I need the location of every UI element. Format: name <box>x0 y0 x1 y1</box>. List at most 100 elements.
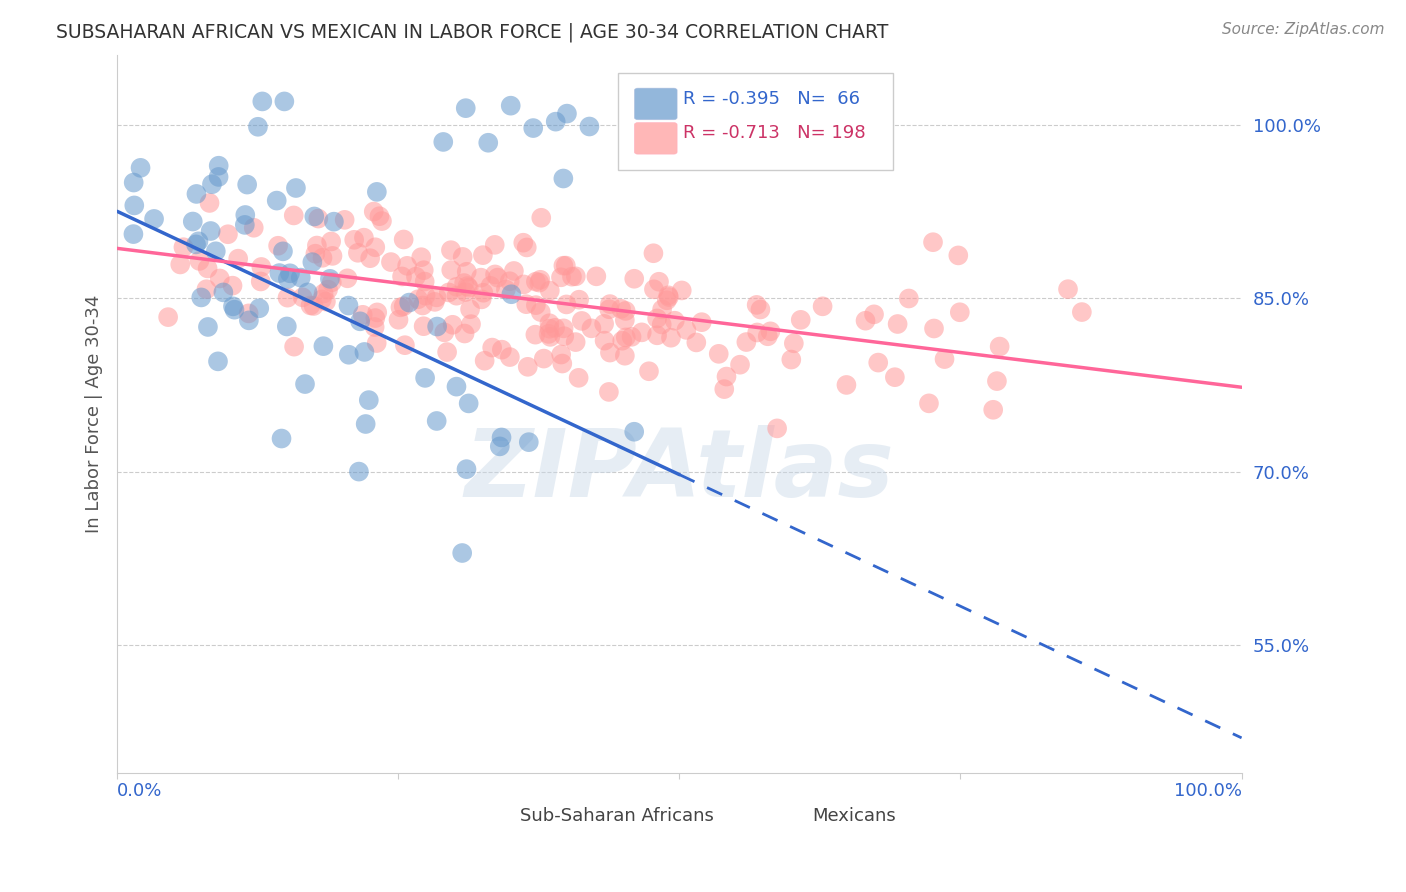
Point <box>312 286 335 301</box>
Point <box>561 269 583 284</box>
Point <box>190 290 212 304</box>
Point <box>412 298 434 312</box>
Text: ZIPAtlas: ZIPAtlas <box>464 425 894 517</box>
Text: R = -0.395   N=  66: R = -0.395 N= 66 <box>683 90 859 108</box>
Text: R = -0.713   N= 198: R = -0.713 N= 198 <box>683 124 865 143</box>
Point <box>252 95 274 109</box>
Point <box>222 299 245 313</box>
Point <box>707 347 730 361</box>
Point <box>347 465 370 479</box>
Point <box>321 249 343 263</box>
Point <box>441 318 464 332</box>
Point <box>321 275 343 289</box>
Point <box>638 364 661 378</box>
Point <box>184 237 207 252</box>
Point <box>316 283 339 297</box>
Point <box>277 272 299 286</box>
Point <box>470 270 492 285</box>
Point <box>129 161 152 175</box>
Point <box>440 243 463 257</box>
Point <box>501 287 523 301</box>
Point <box>503 264 526 278</box>
Point <box>612 334 634 348</box>
Text: Sub-Saharan Africans: Sub-Saharan Africans <box>520 807 714 825</box>
Point <box>290 270 312 285</box>
Point <box>172 240 194 254</box>
Point <box>415 288 437 302</box>
Point <box>886 317 908 331</box>
Point <box>524 327 547 342</box>
Point <box>453 276 475 290</box>
Point <box>551 357 574 371</box>
Point <box>212 285 235 300</box>
Point <box>143 211 166 226</box>
Point <box>515 297 537 311</box>
Point <box>499 274 522 288</box>
Point <box>423 294 446 309</box>
Point <box>759 324 782 338</box>
Text: Source: ZipAtlas.com: Source: ZipAtlas.com <box>1222 22 1385 37</box>
Point <box>477 136 499 150</box>
Point <box>474 353 496 368</box>
Point <box>643 282 665 296</box>
Point <box>433 326 456 340</box>
Point <box>855 314 877 328</box>
Point <box>322 214 344 228</box>
Point <box>499 98 522 112</box>
Point <box>124 198 146 212</box>
Point <box>270 432 292 446</box>
Point <box>371 214 394 228</box>
Point <box>675 323 697 337</box>
Point <box>354 417 377 431</box>
Point <box>599 297 621 311</box>
Point <box>713 382 735 396</box>
Point <box>471 248 494 262</box>
Point <box>571 314 593 328</box>
Point <box>187 235 209 249</box>
Point <box>783 336 806 351</box>
Point <box>302 299 325 313</box>
Point <box>471 293 494 307</box>
Point <box>436 345 458 359</box>
Point <box>226 252 249 266</box>
Point <box>735 334 758 349</box>
Point <box>405 269 427 284</box>
Point <box>934 352 956 367</box>
Point <box>544 320 567 334</box>
Point <box>364 240 387 254</box>
Point <box>835 378 858 392</box>
Point <box>446 280 468 294</box>
Point <box>614 330 637 344</box>
Point <box>201 178 224 192</box>
Point <box>648 275 671 289</box>
Point <box>195 282 218 296</box>
Point <box>457 281 479 295</box>
Point <box>664 314 686 328</box>
Point <box>610 301 633 316</box>
Point <box>986 374 1008 388</box>
Point <box>457 279 479 293</box>
Point <box>564 335 586 350</box>
Point <box>593 334 616 348</box>
Point <box>495 283 517 297</box>
Point <box>291 290 314 304</box>
Point <box>578 120 600 134</box>
Point <box>208 159 231 173</box>
FancyBboxPatch shape <box>738 805 807 829</box>
Point <box>451 546 474 560</box>
Point <box>249 275 271 289</box>
Point <box>157 310 180 325</box>
Point <box>366 185 388 199</box>
Point <box>394 338 416 352</box>
Point <box>387 312 409 326</box>
Point <box>169 257 191 271</box>
Point <box>319 272 342 286</box>
Point <box>311 293 333 307</box>
Point <box>457 396 479 410</box>
Point <box>242 220 264 235</box>
Point <box>651 318 673 332</box>
Point <box>122 176 145 190</box>
Point <box>620 330 643 344</box>
Text: 0.0%: 0.0% <box>117 782 163 800</box>
Point <box>529 273 551 287</box>
